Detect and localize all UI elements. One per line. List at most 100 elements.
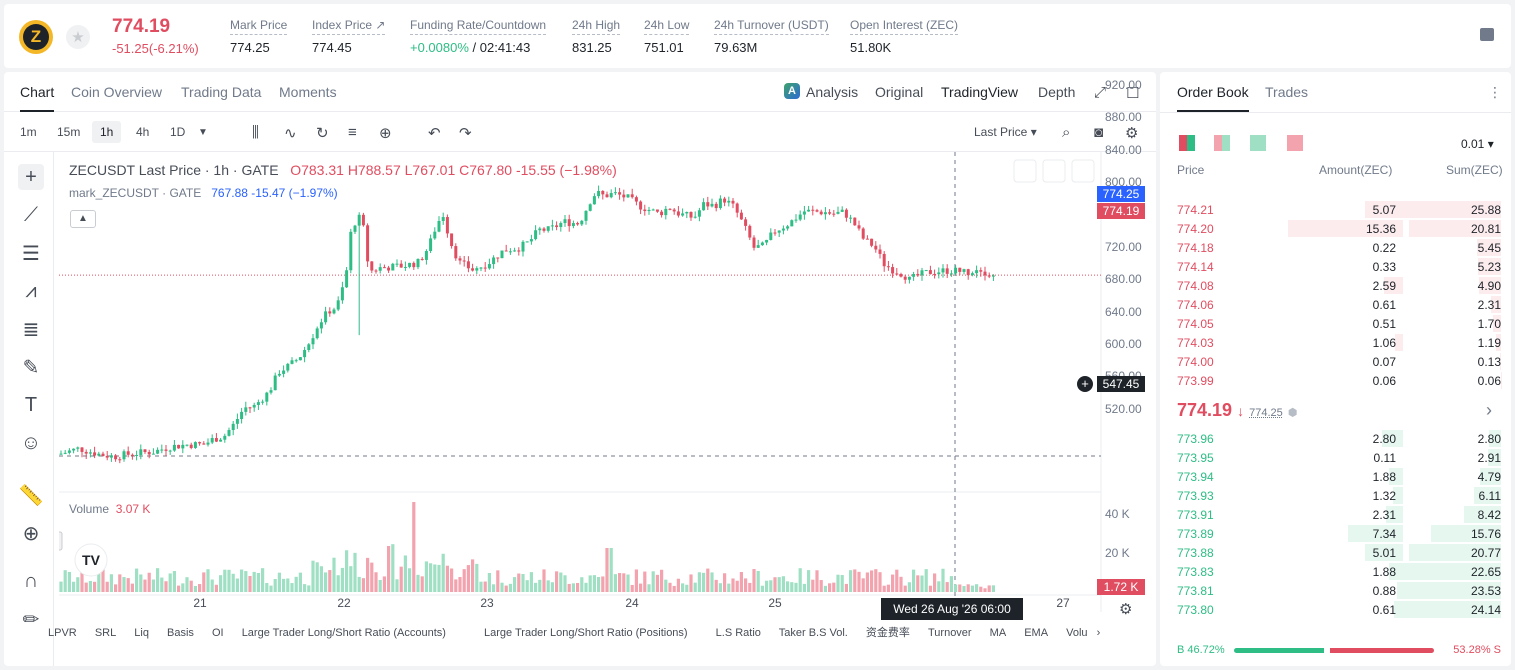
bid-row[interactable]: 773.96 2.80 2.80 bbox=[1160, 429, 1511, 448]
ask-row[interactable]: 774.08 2.59 4.90 bbox=[1160, 276, 1511, 295]
gear-icon[interactable]: ⚙ bbox=[1125, 125, 1139, 142]
settings-list-icon[interactable]: ≡ bbox=[348, 124, 357, 141]
refresh-icon[interactable]: ↻ bbox=[316, 125, 329, 142]
volume-bar bbox=[336, 575, 340, 592]
ask-row[interactable]: 774.00 0.07 0.13 bbox=[1160, 352, 1511, 371]
ask-row[interactable]: 774.18 0.22 5.45 bbox=[1160, 238, 1511, 257]
emoji-tool-icon[interactable]: ☺ bbox=[20, 431, 42, 454]
bid-row[interactable]: 773.93 1.32 6.11 bbox=[1160, 486, 1511, 505]
view-original[interactable]: Original bbox=[875, 84, 924, 100]
trendline-tool-icon[interactable]: ⟋ bbox=[24, 203, 38, 226]
indicator-ema[interactable]: EMA bbox=[1024, 627, 1049, 639]
ask-row[interactable]: 774.21 5.07 25.88 bbox=[1160, 200, 1511, 219]
volume-bar bbox=[412, 502, 416, 592]
price-type-select[interactable]: Last Price ▾ bbox=[974, 125, 1037, 139]
indicator-ma[interactable]: MA bbox=[989, 627, 1007, 639]
guide-book-icon[interactable] bbox=[1480, 28, 1494, 41]
pencil-lock-icon[interactable]: ✏ bbox=[22, 608, 40, 631]
expand-icon[interactable]: ⤢ bbox=[1094, 84, 1107, 101]
tab-trades[interactable]: Trades bbox=[1265, 84, 1309, 100]
bid-row[interactable]: 773.88 5.01 20.77 bbox=[1160, 543, 1511, 562]
indicator-basis[interactable]: Basis bbox=[167, 627, 194, 639]
stat-index-price[interactable]: Index Price ↗ 774.45 bbox=[312, 18, 386, 55]
bid-row[interactable]: 773.81 0.88 23.53 bbox=[1160, 581, 1511, 600]
indicator-liq[interactable]: Liq bbox=[134, 627, 149, 639]
tab-order-book[interactable]: Order Book bbox=[1177, 84, 1249, 112]
zoom-tool-icon[interactable]: ⊕ bbox=[22, 522, 40, 545]
camera-icon[interactable]: ◙ bbox=[1094, 124, 1104, 141]
pattern-tool-icon[interactable]: ⩘ bbox=[25, 279, 37, 302]
ask-row[interactable]: 774.20 15.36 20.81 bbox=[1160, 219, 1511, 238]
indicator-funding-rate[interactable]: 资金费率 bbox=[865, 627, 910, 639]
fib-tool-icon[interactable]: ≣ bbox=[22, 318, 40, 341]
favorite-star-icon[interactable]: ★ bbox=[66, 25, 90, 49]
chevron-right-icon[interactable]: › bbox=[1486, 400, 1492, 420]
ask-row[interactable]: 773.99 0.06 0.06 bbox=[1160, 371, 1511, 390]
indicator-lpvr[interactable]: LPVR bbox=[48, 627, 77, 639]
interval-1m[interactable]: 1m bbox=[20, 125, 37, 139]
ask-row[interactable]: 774.05 0.51 1.70 bbox=[1160, 314, 1511, 333]
indicator-ls-accounts[interactable]: Large Trader Long/Short Ratio (Accounts) bbox=[241, 627, 446, 639]
candle-body bbox=[340, 287, 344, 301]
indicator-ls-ratio[interactable]: L.S Ratio bbox=[715, 627, 761, 639]
ask-row[interactable]: 774.06 0.61 2.31 bbox=[1160, 295, 1511, 314]
indicator-oi[interactable]: OI bbox=[212, 627, 224, 639]
view-analysis[interactable]: Analysis bbox=[806, 84, 859, 100]
bid-row[interactable]: 773.94 1.88 4.79 bbox=[1160, 467, 1511, 486]
price-axis[interactable]: 920.00880.00840.00800.00760.00720.00680.… bbox=[1077, 78, 1152, 618]
indicator-scroll-right-icon[interactable]: › bbox=[1096, 627, 1101, 639]
tab-coin-overview[interactable]: Coin Overview bbox=[71, 84, 163, 100]
tab-chart[interactable]: Chart bbox=[20, 84, 55, 112]
indicator-ls-positions[interactable]: Large Trader Long/Short Ratio (Positions… bbox=[483, 627, 688, 639]
indicator-volume[interactable]: Volu bbox=[1066, 627, 1088, 639]
interval-4h[interactable]: 4h bbox=[136, 125, 150, 139]
bid-row[interactable]: 773.83 1.88 22.65 bbox=[1160, 562, 1511, 581]
redo-icon[interactable]: ↷ bbox=[459, 125, 472, 142]
horizontal-lines-tool-icon[interactable]: ☰ bbox=[22, 242, 40, 265]
interval-15m[interactable]: 15m bbox=[57, 125, 81, 139]
volume-bar bbox=[408, 568, 412, 592]
tab-moments[interactable]: Moments bbox=[279, 84, 337, 100]
analysis-icon[interactable]: A bbox=[784, 83, 800, 99]
add-indicator-icon[interactable]: ⊕ bbox=[379, 125, 392, 142]
view-tradingview[interactable]: TradingView bbox=[941, 84, 1019, 100]
brush-tool-icon[interactable]: ✎ bbox=[22, 356, 40, 379]
bid-row[interactable]: 773.95 0.11 2.91 bbox=[1160, 448, 1511, 467]
bid-row[interactable]: 773.89 7.34 15.76 bbox=[1160, 524, 1511, 543]
undo-icon[interactable]: ↶ bbox=[428, 125, 441, 142]
bid-row[interactable]: 773.91 2.31 8.42 bbox=[1160, 505, 1511, 524]
view-bids-icon[interactable] bbox=[1250, 135, 1266, 151]
volume-bar bbox=[664, 579, 668, 592]
crosshair-tool-icon[interactable]: + bbox=[18, 164, 44, 190]
window-icon[interactable]: ☐ bbox=[1126, 85, 1140, 102]
bid-row[interactable]: 773.80 0.61 24.14 bbox=[1160, 600, 1511, 619]
indicator-turnover[interactable]: Turnover bbox=[927, 627, 972, 639]
more-options-icon[interactable]: ⋮ bbox=[1488, 84, 1502, 100]
interval-dropdown-icon[interactable]: ▼ bbox=[198, 127, 208, 138]
view-depth[interactable]: Depth bbox=[1038, 84, 1076, 100]
indicators-icon[interactable]: ∿ bbox=[284, 125, 297, 142]
interval-1d[interactable]: 1D bbox=[170, 125, 186, 139]
legend-collapse-button[interactable]: ▲ bbox=[70, 210, 96, 228]
volume-bar bbox=[601, 576, 605, 592]
text-tool-icon[interactable]: T bbox=[24, 393, 38, 416]
volume-bar bbox=[639, 583, 643, 592]
add-alert-icon[interactable]: + bbox=[1077, 376, 1093, 392]
axis-settings-icon[interactable]: ⚙ bbox=[1119, 601, 1133, 618]
indicator-taker-vol[interactable]: Taker B.S Vol. bbox=[778, 627, 848, 639]
ruler-tool-icon[interactable]: 📏 bbox=[18, 484, 44, 507]
candle-type-icon[interactable]: ⫼ bbox=[252, 124, 259, 141]
search-icon[interactable]: ⌕ bbox=[1062, 124, 1071, 141]
ask-row[interactable]: 774.03 1.06 1.19 bbox=[1160, 333, 1511, 352]
view-both-icon[interactable] bbox=[1179, 135, 1195, 151]
view-trades-icon[interactable] bbox=[1287, 135, 1303, 151]
ask-row[interactable]: 774.14 0.33 5.23 bbox=[1160, 257, 1511, 276]
interval-1h[interactable]: 1h bbox=[92, 121, 122, 143]
price-chart[interactable]: 21 22 23 24 25 27 TV bbox=[59, 152, 1156, 612]
indicator-srl[interactable]: SRL bbox=[94, 627, 117, 639]
precision-select[interactable]: 0.01 ▾ bbox=[1461, 137, 1494, 151]
view-asks-icon[interactable] bbox=[1214, 135, 1230, 151]
info-icon[interactable]: ⬢ bbox=[1287, 407, 1298, 419]
magnet-tool-icon[interactable]: ∩ bbox=[23, 569, 39, 592]
tab-trading-data[interactable]: Trading Data bbox=[181, 84, 262, 100]
